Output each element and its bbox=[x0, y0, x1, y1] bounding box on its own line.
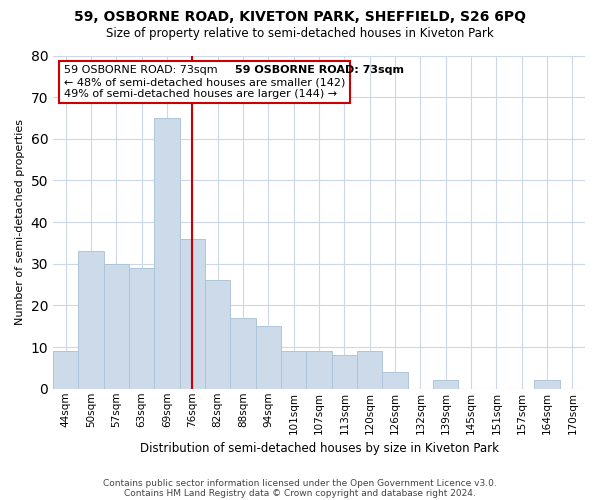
Bar bbox=[154, 118, 179, 389]
Bar bbox=[332, 356, 357, 389]
Bar bbox=[230, 318, 256, 389]
Bar bbox=[205, 280, 230, 389]
Y-axis label: Number of semi-detached properties: Number of semi-detached properties bbox=[15, 119, 25, 325]
Bar bbox=[281, 352, 307, 389]
Bar bbox=[53, 352, 79, 389]
Bar bbox=[535, 380, 560, 389]
Bar bbox=[179, 239, 205, 389]
X-axis label: Distribution of semi-detached houses by size in Kiveton Park: Distribution of semi-detached houses by … bbox=[140, 442, 499, 455]
Text: Contains public sector information licensed under the Open Government Licence v3: Contains public sector information licen… bbox=[103, 478, 497, 488]
Bar bbox=[79, 252, 104, 389]
Bar bbox=[104, 264, 129, 389]
Text: Contains HM Land Registry data © Crown copyright and database right 2024.: Contains HM Land Registry data © Crown c… bbox=[124, 488, 476, 498]
Bar bbox=[307, 352, 332, 389]
Text: 59 OSBORNE ROAD: 73sqm: 59 OSBORNE ROAD: 73sqm bbox=[235, 66, 404, 76]
Bar bbox=[256, 326, 281, 389]
Text: Size of property relative to semi-detached houses in Kiveton Park: Size of property relative to semi-detach… bbox=[106, 28, 494, 40]
Bar bbox=[433, 380, 458, 389]
Bar bbox=[357, 352, 382, 389]
Bar bbox=[129, 268, 154, 389]
Bar bbox=[382, 372, 407, 389]
Text: 59, OSBORNE ROAD, KIVETON PARK, SHEFFIELD, S26 6PQ: 59, OSBORNE ROAD, KIVETON PARK, SHEFFIEL… bbox=[74, 10, 526, 24]
Text: 59 OSBORNE ROAD: 73sqm
← 48% of semi-detached houses are smaller (142)
49% of se: 59 OSBORNE ROAD: 73sqm ← 48% of semi-det… bbox=[64, 66, 345, 98]
